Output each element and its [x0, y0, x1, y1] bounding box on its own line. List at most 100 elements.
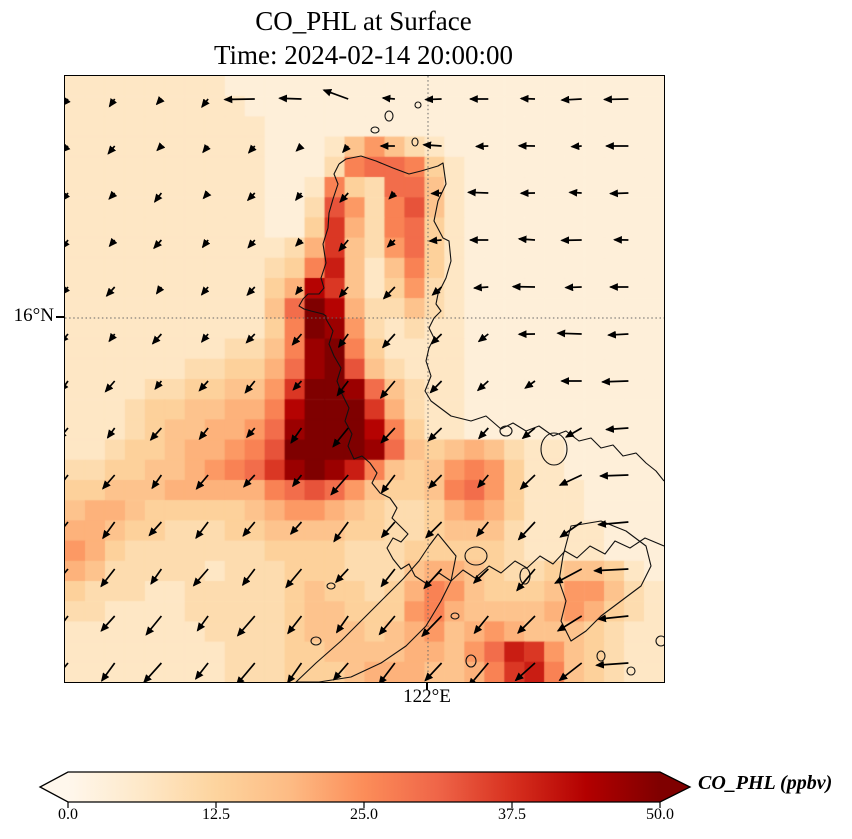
wind-arrow	[65, 568, 69, 574]
wind-arrow	[202, 143, 211, 154]
wind-arrow	[570, 142, 582, 151]
wind-arrow	[605, 425, 629, 433]
wind-arrow	[338, 239, 349, 252]
wind-arrow	[332, 427, 349, 448]
wind-arrow	[338, 286, 349, 298]
wind-arrow	[517, 235, 536, 244]
wind-arrow	[236, 615, 256, 637]
colorbar-tick-3: 37.5	[498, 806, 526, 823]
wind-arrow	[424, 95, 442, 104]
wind-quiver-group	[65, 88, 629, 682]
wind-arrow	[102, 521, 116, 540]
wind-arrow	[425, 521, 443, 539]
wind-arrow	[107, 145, 117, 155]
coastline-path	[338, 155, 664, 482]
wind-arrow	[65, 474, 69, 481]
wind-arrow	[607, 330, 629, 339]
wind-arrow	[65, 333, 69, 344]
wind-arrow	[201, 238, 211, 249]
wind-arrow	[378, 615, 396, 636]
wind-arrow	[65, 662, 69, 668]
wind-arrow	[423, 568, 443, 590]
wind-arrow	[595, 660, 629, 669]
wind-arrow	[554, 568, 583, 584]
wind-arrow	[421, 615, 443, 638]
map-plot-area	[64, 75, 665, 683]
wind-arrow	[192, 568, 209, 587]
colorbar-tick-2: 25.0	[350, 806, 378, 823]
wind-arrow	[292, 380, 303, 391]
colorbar	[38, 771, 692, 808]
wind-arrow	[609, 189, 629, 198]
wind-arrow	[241, 568, 256, 587]
wind-arrow	[155, 285, 165, 295]
wind-arrow	[100, 662, 116, 682]
plot-title-line1: CO_PHL at Surface	[255, 6, 472, 36]
wind-arrow	[295, 142, 305, 152]
island-outline	[414, 101, 422, 109]
wind-arrow	[104, 380, 116, 393]
wind-arrow	[332, 662, 349, 681]
wind-arrow	[380, 427, 396, 444]
wind-arrow	[330, 474, 349, 496]
wind-arrow	[242, 521, 256, 537]
y-axis-tick-label: 16°N	[13, 305, 54, 326]
wind-arrow	[380, 521, 396, 539]
wind-arrow	[287, 615, 303, 635]
wind-arrow	[597, 520, 629, 528]
wind-arrow	[65, 285, 71, 296]
wind-arrow	[336, 380, 349, 397]
island-outline	[370, 126, 380, 134]
wind-arrow	[65, 427, 69, 440]
wind-arrow	[381, 333, 396, 349]
wind-arrow	[379, 380, 396, 399]
wind-arrow	[334, 568, 349, 584]
colorbar-label: CO_PHL (ppbv)	[698, 772, 833, 794]
wind-arrow	[245, 333, 256, 344]
plot-title: CO_PHL at Surface Time: 2024-02-14 20:00…	[64, 4, 663, 72]
wind-arrow	[286, 662, 303, 682]
map-overlay-svg	[65, 76, 664, 682]
wind-arrow	[473, 615, 489, 635]
wind-arrow	[242, 474, 256, 488]
wind-arrow	[105, 286, 116, 297]
wind-arrow	[153, 239, 163, 250]
wind-arrow	[564, 427, 583, 438]
wind-arrow	[198, 427, 209, 441]
wind-arrow	[202, 190, 212, 200]
colorbar-tick-1: 12.5	[202, 806, 230, 823]
wind-arrow	[337, 333, 349, 349]
wind-arrow	[478, 427, 489, 440]
wind-arrow	[519, 474, 536, 490]
wind-arrow	[339, 192, 349, 203]
wind-arrow	[65, 96, 71, 107]
y-axis-tick-mark	[56, 316, 64, 318]
plot-title-line2: Time: 2024-02-14 20:00:00	[213, 40, 514, 70]
wind-arrow	[514, 662, 536, 682]
coastlines-group	[295, 101, 664, 682]
wind-arrow	[143, 662, 163, 682]
wind-arrow	[285, 568, 303, 589]
island-outline	[655, 635, 664, 647]
wind-arrow	[194, 662, 209, 680]
island-outline	[465, 654, 477, 668]
island-outline	[464, 546, 488, 566]
wind-arrow	[198, 380, 209, 392]
island-outline	[384, 110, 394, 122]
island-outline	[540, 432, 568, 466]
wind-arrow	[153, 192, 163, 203]
wind-arrow	[151, 474, 163, 490]
wind-arrow	[247, 239, 257, 249]
colorbar-tick-marks	[67, 802, 661, 808]
wind-arrow	[246, 427, 256, 439]
island-outline	[310, 636, 322, 646]
wind-arrow	[558, 474, 583, 486]
wind-arrow	[378, 662, 396, 682]
wind-arrow	[477, 333, 489, 343]
x-axis-tick-label: 122°E	[403, 686, 451, 707]
wind-arrow	[195, 474, 209, 490]
wind-arrow	[291, 333, 303, 346]
wind-arrow	[65, 521, 69, 528]
wind-arrow	[322, 88, 349, 100]
wind-arrow	[556, 615, 583, 632]
